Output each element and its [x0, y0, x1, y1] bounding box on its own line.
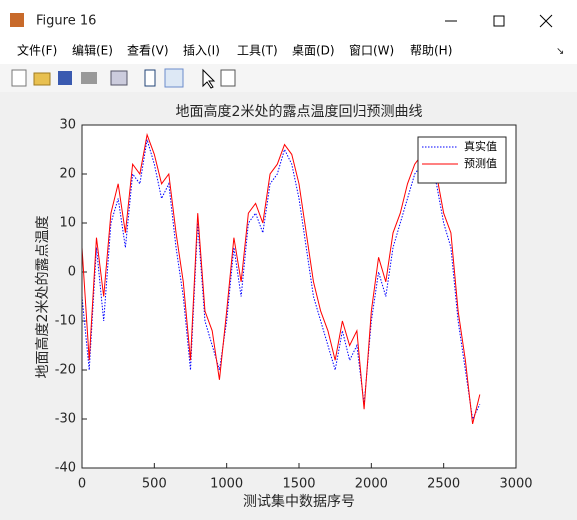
maximize-button[interactable] — [493, 15, 505, 27]
menu-item[interactable]: 插入(I) — [183, 44, 220, 58]
legend-label: 预测值 — [464, 157, 497, 170]
menu-item[interactable]: 查看(V) — [127, 44, 169, 58]
open-icon[interactable] — [33, 72, 51, 86]
chart-title: 地面高度2米处的露点温度回归预测曲线 — [176, 103, 423, 120]
menu-item[interactable]: 编辑(E) — [72, 43, 113, 58]
menu-item[interactable]: 帮助(H) — [410, 44, 452, 58]
toolbar-icons — [11, 68, 236, 89]
y-tick-label: -20 — [55, 363, 76, 378]
y-axis-label: 地面高度2米处的露点温度 — [34, 216, 51, 379]
x-tick-label: 1500 — [282, 477, 315, 492]
y-tick-label: 0 — [68, 265, 76, 280]
menu-arrow: ↘ — [556, 46, 564, 57]
x-tick-label: 0 — [78, 477, 86, 492]
x-tick-label: 2500 — [427, 477, 460, 492]
x-axis-label: 测试集中数据序号 — [243, 493, 355, 510]
link-icon[interactable] — [110, 70, 128, 86]
title-bar — [0, 0, 577, 38]
legend-box — [417, 136, 507, 184]
legend-label: 真实值 — [464, 139, 497, 153]
property-icon[interactable] — [220, 69, 236, 87]
y-tick-label: -40 — [55, 461, 76, 476]
menu-item[interactable]: 工具(T) — [237, 44, 278, 58]
window-title: Figure 16 — [36, 14, 96, 29]
axes-box — [81, 124, 517, 469]
app-icon — [10, 13, 24, 27]
new-icon[interactable] — [11, 69, 27, 87]
x-tick-label: 2000 — [355, 477, 388, 492]
save-icon[interactable] — [58, 71, 72, 85]
x-tick-label: 1000 — [210, 477, 243, 492]
pointer-icon[interactable] — [202, 68, 216, 89]
print-icon[interactable] — [81, 72, 97, 84]
y-tick-label: 30 — [59, 118, 76, 133]
y-tick-label: -30 — [55, 412, 76, 427]
y-tick-label: 20 — [59, 167, 76, 182]
series-line — [81, 132, 481, 425]
menu-item[interactable]: 窗口(W) — [349, 44, 394, 58]
y-tick-label: 10 — [59, 216, 76, 231]
menu-item[interactable]: 桌面(D) — [292, 44, 335, 58]
y-tick-label: -10 — [55, 314, 76, 329]
x-tick-label: 3000 — [499, 477, 532, 492]
legend-icon[interactable] — [164, 68, 184, 88]
menu-bar — [0, 38, 577, 64]
colorbar-icon[interactable] — [144, 69, 156, 87]
x-tick-label: 500 — [142, 477, 167, 492]
menu-item[interactable]: 文件(F) — [17, 43, 57, 58]
close-button[interactable] — [539, 14, 553, 28]
